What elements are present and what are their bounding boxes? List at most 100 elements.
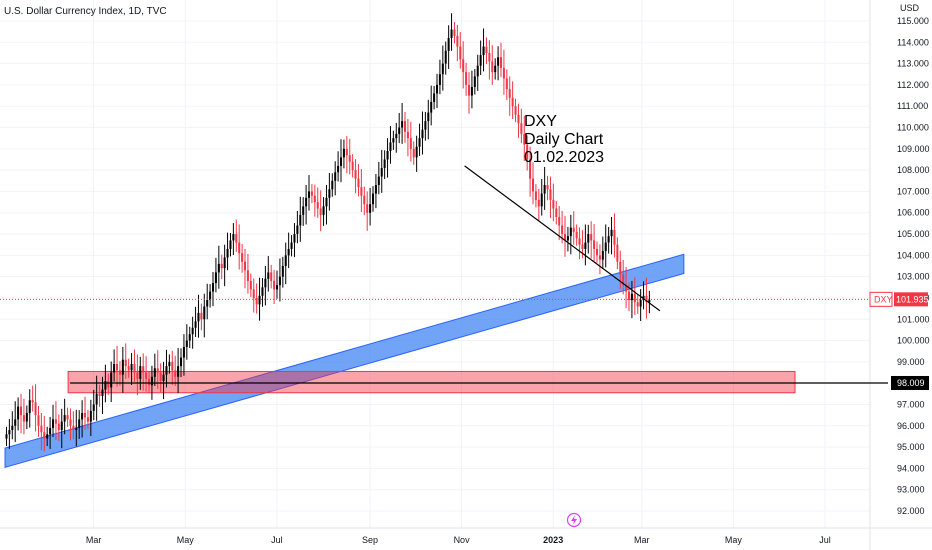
candle [273,269,276,304]
time-tick-label: May [177,535,195,545]
candle [98,384,101,407]
candle-body [142,366,145,373]
price-tick-label: 105.000 [897,229,930,239]
candle-body [593,240,596,249]
candle [418,123,421,156]
candle-body [98,393,101,396]
candle [57,414,60,442]
candle-body [273,280,276,290]
candle-body [369,204,372,213]
candle-body [392,138,395,143]
price-tick-label: 114.000 [897,37,929,47]
candle [392,130,395,150]
candle-body [72,425,75,431]
candle [37,405,40,437]
candle [555,201,558,225]
price-tick-label: 107.000 [897,186,930,196]
candle-body [514,106,517,115]
candle-body [523,133,526,145]
support-zone [67,370,796,394]
candle-body [226,248,229,258]
annotation-line: Daily Chart [524,131,604,148]
candle [453,22,456,44]
candle-body [435,84,439,94]
candle-body [49,427,52,435]
candle-body [267,272,270,279]
candle [409,121,412,162]
candle-body [40,425,43,433]
candle-body [54,419,57,424]
candle [168,354,171,374]
candle [92,389,95,421]
candle-body [78,419,81,428]
candle [145,356,148,392]
candle-body [203,306,206,320]
candle [619,250,622,290]
candle [351,154,354,178]
candle-body [418,138,421,147]
price-axis[interactable]: 92.000 93.000 94.000 95.000 96.000 97.000 98.0… [869,16,930,516]
candle-body [177,366,180,377]
candle [508,76,511,116]
candle-body [185,340,188,347]
candle-body [604,242,607,252]
price-tick-label: 95.000 [897,442,925,452]
candle-body [5,434,8,439]
price-tick-label: 96.000 [897,421,925,431]
candle [438,59,441,95]
candle [290,235,293,257]
candle-body [86,417,89,422]
candle-body [241,253,244,262]
candle [459,32,462,69]
lightning-icon[interactable] [566,512,582,528]
candle-body [191,327,194,335]
candle-body [258,295,261,305]
candle [598,244,601,275]
candle [81,400,84,438]
candle [209,284,212,308]
candle-body [284,255,287,266]
price-tick-label: 101.000 [897,314,930,324]
price-tick-label: 97.000 [897,399,925,409]
candle [25,405,28,429]
candle-body [473,76,476,88]
candle [607,226,610,254]
candle [293,223,296,258]
candle [5,426,8,447]
candle-body [526,144,529,160]
candle-body [453,29,456,36]
price-tick-label: 110.000 [897,123,929,133]
candle [403,111,407,143]
candle-body [211,283,215,292]
candle-body [569,227,572,237]
candle [223,244,226,287]
candle [465,62,468,96]
candle-body [534,191,537,200]
candle [497,46,500,81]
candle [302,197,305,226]
candle-body [322,206,325,215]
time-axis[interactable]: Mar May Jul Sep Nov 2023 Mar May Jul [86,535,831,545]
resistance-line [464,165,661,312]
candle-body [8,430,11,435]
candle [523,115,526,161]
candle [587,224,590,254]
candle-body [645,295,648,303]
candle [578,227,581,260]
candle-body [531,178,535,192]
candle-body [264,278,267,288]
candle [337,151,340,182]
candle-body [37,415,40,426]
candle [339,139,343,183]
candle [648,290,651,314]
candle [377,161,380,195]
candle-body [357,178,360,188]
price-tick-label: 103.000 [897,272,930,282]
candle-body [214,272,217,284]
candle-body [433,93,436,102]
price-tick-label: 113.000 [897,59,929,69]
candle [316,187,319,218]
candle-body [104,381,107,390]
candle-body [345,148,348,156]
